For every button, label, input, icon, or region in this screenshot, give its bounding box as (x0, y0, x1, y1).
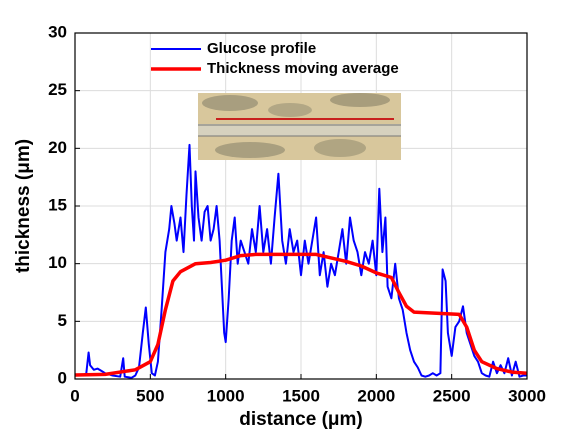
series-line (74, 252, 528, 377)
x-tick-label: 3000 (508, 386, 546, 405)
x-tick-label: 1500 (282, 386, 320, 405)
x-tick-label: 0 (70, 386, 79, 405)
y-tick-label: 0 (58, 368, 67, 387)
y-axis-label: thickness (μm) (13, 139, 34, 273)
y-tick-label: 30 (48, 22, 67, 41)
y-tick-label: 10 (48, 253, 67, 272)
y-tick-label: 15 (48, 195, 67, 214)
y-tick-label: 20 (48, 138, 67, 157)
plot-frame (74, 32, 528, 380)
legend-label: Thickness moving average (207, 60, 399, 77)
plot-lines (74, 143, 528, 379)
y-tick-label: 25 (48, 80, 67, 99)
x-tick-label: 2000 (357, 386, 395, 405)
x-tick-label: 2500 (433, 386, 471, 405)
legend-label: Glucose profile (207, 40, 316, 57)
x-axis-label: distance (μm) (239, 409, 363, 430)
x-tick-label: 1000 (207, 386, 245, 405)
legend: Glucose profile Thickness moving average (151, 40, 399, 77)
y-tick-label: 5 (58, 311, 67, 330)
inset-image (198, 93, 401, 160)
x-tick-label: 500 (136, 386, 164, 405)
